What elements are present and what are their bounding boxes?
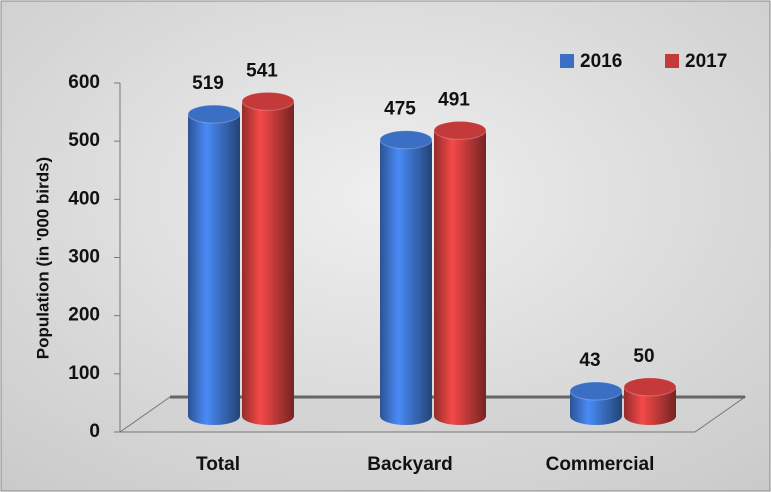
y-tick-label: 500 [68,130,100,151]
x-tick-label: Total [196,454,240,475]
data-label: 50 [633,346,654,367]
bar-top [379,130,433,150]
y-tick-label: 600 [68,72,100,93]
bar-top [433,120,487,140]
data-label: 475 [384,99,416,120]
legend-swatch [665,54,679,68]
bar [188,114,240,417]
y-axis-label: Population (in '000 birds) [33,157,52,359]
y-tick-label: 400 [68,188,100,209]
y-tick-label: 100 [68,363,100,384]
bar [434,130,486,416]
bar-top [241,91,295,111]
bar [242,101,294,417]
bar [380,139,432,417]
data-label: 491 [438,89,470,110]
x-tick-label: Commercial [546,454,655,475]
bar-top [569,381,623,401]
legend-label: 2017 [685,51,727,72]
y-tick-label: 300 [68,247,100,268]
legend-swatch [560,54,574,68]
y-tick-label: 200 [68,305,100,326]
data-label: 519 [192,73,224,94]
bar-top [623,377,677,397]
data-label: 541 [246,60,278,81]
y-tick-label: 0 [89,421,100,442]
bar-top [187,104,241,124]
data-label: 43 [579,350,600,371]
x-tick-label: Backyard [367,454,453,475]
legend-label: 2016 [580,51,622,72]
